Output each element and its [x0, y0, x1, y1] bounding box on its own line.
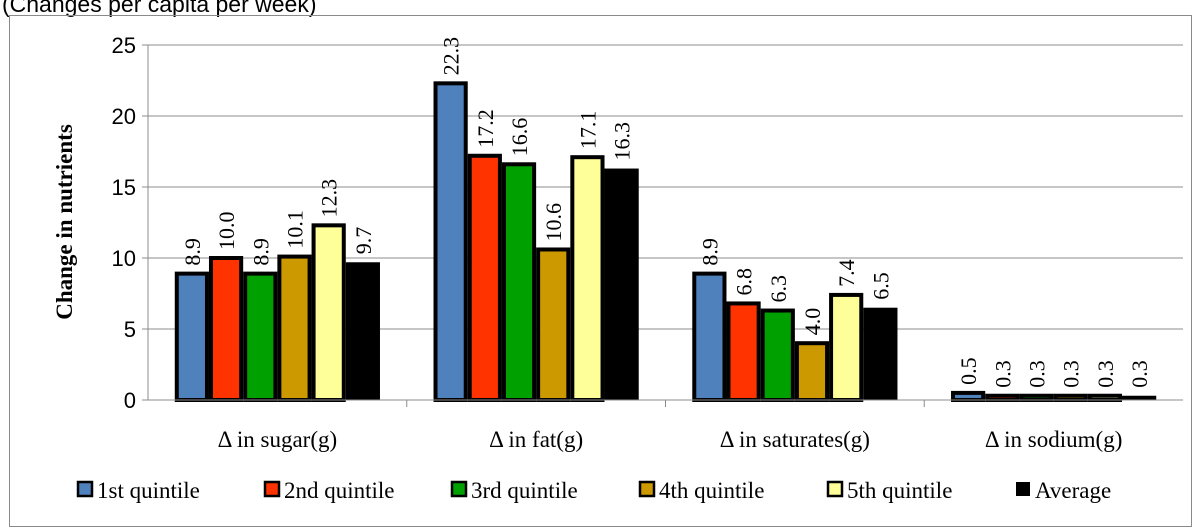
- data-label: 17.2: [473, 109, 498, 148]
- legend-label: Average: [1035, 478, 1111, 503]
- bar-average: [604, 168, 639, 400]
- category-label: Δ in sodium(g): [985, 427, 1122, 452]
- y-tick-label: 25: [112, 33, 136, 58]
- bar-average: [345, 262, 380, 400]
- y-tick-label: 5: [124, 317, 136, 342]
- data-label: 6.5: [868, 272, 893, 300]
- y-tick-label: 10: [112, 246, 136, 271]
- legend: 1st quintile 2nd quintile 3rd quintile 4th …: [76, 478, 1111, 503]
- bar-4th-quintile: [536, 247, 571, 402]
- bar-3rd-quintile: [760, 308, 795, 403]
- data-labels: 8.9 10.0 8.9 10.1 12.3 9.7 22.3 17.2 16.6 10.6 17.…: [180, 37, 1152, 388]
- bar-2nd-quintile: [208, 256, 244, 402]
- bar-5th-quintile: [1087, 393, 1123, 402]
- bar-1st-quintile: [951, 390, 986, 402]
- bar-1st-quintile: [433, 81, 468, 402]
- chart-frame: [9, 15, 1192, 527]
- legend-swatch: [450, 480, 468, 498]
- legend-swatch: [826, 480, 844, 498]
- legend-label: 1st quintile: [97, 478, 200, 503]
- data-label: 0.3: [1059, 360, 1084, 388]
- bar-5th-quintile: [829, 292, 864, 403]
- bar-4th-quintile: [277, 254, 312, 402]
- data-label: 16.3: [610, 122, 635, 161]
- chart-caption: (Changes per capita per week): [2, 0, 317, 17]
- y-axis-label: Change in nutrients: [52, 124, 77, 320]
- data-label: 0.3: [1093, 360, 1118, 388]
- data-label: 17.1: [575, 111, 600, 150]
- bar-1st-quintile: [174, 271, 209, 402]
- data-label: 7.4: [834, 259, 859, 287]
- bar-3rd-quintile: [501, 162, 537, 402]
- bar-3rd-quintile: [1019, 393, 1054, 402]
- data-label: 8.9: [697, 238, 722, 266]
- bar-1st-quintile: [692, 271, 727, 402]
- bar-2nd-quintile: [726, 301, 761, 402]
- bar-3rd-quintile: [243, 271, 278, 402]
- y-tick-label: 0: [124, 388, 136, 413]
- legend-label: 4th quintile: [659, 478, 764, 503]
- category-labels: Δ in sugar(g) Δ in fat(g) Δ in saturates(g…: [218, 427, 1123, 452]
- data-label: 10.0: [214, 212, 239, 251]
- legend-swatch: [263, 480, 281, 498]
- legend-swatch: [638, 480, 656, 498]
- data-label: 12.3: [317, 179, 342, 218]
- data-label: 6.8: [732, 268, 757, 296]
- bar-4th-quintile: [794, 341, 830, 403]
- y-axis-ticks: 0 5 10 15 20 25: [112, 33, 136, 413]
- data-label: 0.3: [990, 360, 1015, 388]
- data-label: 8.9: [248, 238, 273, 266]
- data-label: 0.3: [1127, 360, 1152, 388]
- bar-average: [863, 307, 898, 400]
- bar-5th-quintile: [311, 223, 346, 402]
- data-label: 0.3: [1025, 360, 1050, 388]
- data-label: 8.9: [180, 238, 205, 266]
- category-label: Δ in sugar(g): [218, 427, 338, 452]
- category-label: Δ in fat(g): [489, 427, 583, 452]
- y-tick-label: 15: [112, 175, 136, 200]
- category-label: Δ in saturates(g): [720, 427, 870, 452]
- legend-swatch: [76, 480, 94, 498]
- bar-2nd-quintile: [467, 153, 502, 402]
- data-label: 22.3: [439, 37, 464, 76]
- legend-label: 5th quintile: [847, 478, 952, 503]
- data-label: 9.7: [351, 227, 376, 255]
- y-tick-label: 20: [112, 104, 136, 129]
- bar-5th-quintile: [570, 155, 605, 402]
- bar-2nd-quintile: [985, 393, 1020, 402]
- axes: [142, 44, 1183, 407]
- bar-average: [1122, 395, 1157, 400]
- legend-swatch: [1016, 482, 1030, 496]
- data-label: 16.6: [507, 118, 532, 157]
- data-label: 0.5: [956, 357, 981, 385]
- data-label: 10.1: [282, 210, 307, 249]
- data-label: 4.0: [800, 308, 825, 336]
- data-label: 6.3: [766, 275, 791, 303]
- data-label: 10.6: [541, 203, 566, 242]
- legend-label: 3rd quintile: [471, 478, 578, 503]
- legend-label: 2nd quintile: [284, 478, 395, 503]
- bars: [174, 81, 1157, 403]
- bar-4th-quintile: [1053, 393, 1088, 402]
